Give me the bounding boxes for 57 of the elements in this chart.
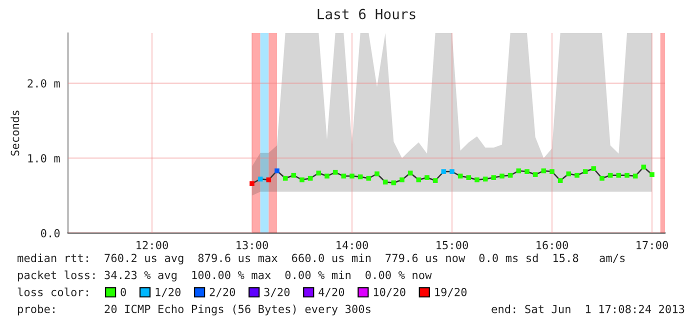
legend-label: 4/20 <box>318 288 344 298</box>
x-tick-label: 15:00 <box>436 240 468 250</box>
point <box>466 175 472 180</box>
point <box>532 172 538 177</box>
text: median rtt: 760.2 us avg 879.6 us max 660.0 us min 779.6 us now 0.0 ms sd 15.8 am/s <box>18 254 625 264</box>
x-tick-label: 14:00 <box>336 240 368 250</box>
point <box>600 176 604 181</box>
point <box>482 176 488 182</box>
legend-label: 0 <box>120 288 126 296</box>
point <box>341 174 346 178</box>
point <box>324 174 330 178</box>
legend-label: 3/20 <box>264 288 290 298</box>
point <box>624 172 630 178</box>
legend-label: 10/20 <box>374 288 406 298</box>
y-axis-title: Seconds <box>10 110 20 156</box>
point <box>474 177 480 182</box>
point <box>450 169 454 174</box>
point <box>408 170 413 176</box>
text: packet loss: 34.23 % avg 100.00 % max 0.00 % min 0.00 % now <box>18 270 432 282</box>
point <box>550 169 554 174</box>
point <box>382 180 388 184</box>
point <box>274 168 280 174</box>
x-tick-label: 16:00 <box>536 240 568 250</box>
text: probe: 20 ICMP Echo Pings (56 Bytes) every 300s <box>18 304 370 316</box>
point <box>641 164 646 170</box>
point <box>574 172 580 178</box>
x-tick-label: 17:00 <box>636 240 668 250</box>
point <box>500 174 504 178</box>
point <box>591 166 596 171</box>
y-tick-label: 1.0 m <box>28 154 60 162</box>
y-tick-label: 2.0 m <box>28 79 60 88</box>
point <box>524 169 530 174</box>
point <box>400 177 404 182</box>
point <box>558 178 563 183</box>
point <box>458 174 463 178</box>
point <box>632 174 638 178</box>
point <box>650 172 654 177</box>
point <box>316 170 322 176</box>
point <box>350 174 354 178</box>
y-tick-label: 0.0 <box>41 229 60 238</box>
point <box>300 177 304 182</box>
point <box>432 178 438 183</box>
legend-label: 19/20 <box>435 288 467 298</box>
x-tick-label: 13:00 <box>236 240 268 250</box>
point <box>582 169 588 174</box>
point <box>258 176 263 182</box>
point <box>250 181 254 186</box>
text: end: Sat Jun 1 17:08:24 2013 <box>492 304 684 314</box>
point <box>441 169 446 174</box>
x-tick-label: 12:00 <box>136 240 168 250</box>
point <box>491 175 496 180</box>
legend-title: loss color: <box>18 288 88 296</box>
chart-title: Last 6 Hours <box>318 8 416 20</box>
point <box>424 175 430 180</box>
legend-label: 1/20 <box>156 288 181 298</box>
point <box>374 171 380 176</box>
legend-label: 2/20 <box>210 288 236 298</box>
